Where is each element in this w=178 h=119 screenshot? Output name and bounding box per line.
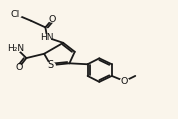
- Circle shape: [12, 12, 21, 18]
- Text: H₂N: H₂N: [7, 44, 24, 53]
- Circle shape: [12, 46, 21, 52]
- Text: O: O: [15, 63, 22, 72]
- Text: O: O: [49, 15, 56, 24]
- Circle shape: [43, 35, 52, 40]
- Text: S: S: [48, 60, 54, 70]
- Text: O: O: [121, 77, 128, 86]
- Circle shape: [14, 65, 23, 71]
- Circle shape: [48, 16, 57, 22]
- Text: Cl: Cl: [11, 10, 20, 19]
- Circle shape: [46, 62, 55, 68]
- Text: HN: HN: [40, 33, 53, 42]
- Circle shape: [120, 78, 129, 84]
